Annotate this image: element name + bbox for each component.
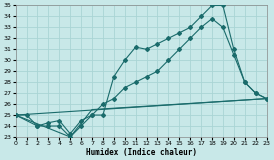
X-axis label: Humidex (Indice chaleur): Humidex (Indice chaleur): [85, 148, 196, 156]
